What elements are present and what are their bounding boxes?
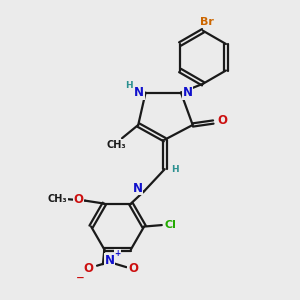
Text: −: − (76, 272, 84, 283)
Text: H: H (126, 81, 133, 90)
Text: O: O (74, 193, 84, 206)
Text: CH₃: CH₃ (47, 194, 67, 204)
Text: Br: Br (200, 17, 214, 27)
Text: Cl: Cl (164, 220, 176, 230)
Text: N: N (134, 86, 144, 99)
Text: O: O (83, 262, 93, 275)
Text: CH₃: CH₃ (107, 140, 127, 150)
Text: N: N (182, 86, 192, 99)
Text: N: N (105, 254, 115, 267)
Text: O: O (217, 114, 227, 127)
Text: H: H (171, 165, 179, 174)
Text: +: + (115, 249, 121, 258)
Text: N: N (133, 182, 142, 195)
Text: O: O (128, 262, 138, 275)
